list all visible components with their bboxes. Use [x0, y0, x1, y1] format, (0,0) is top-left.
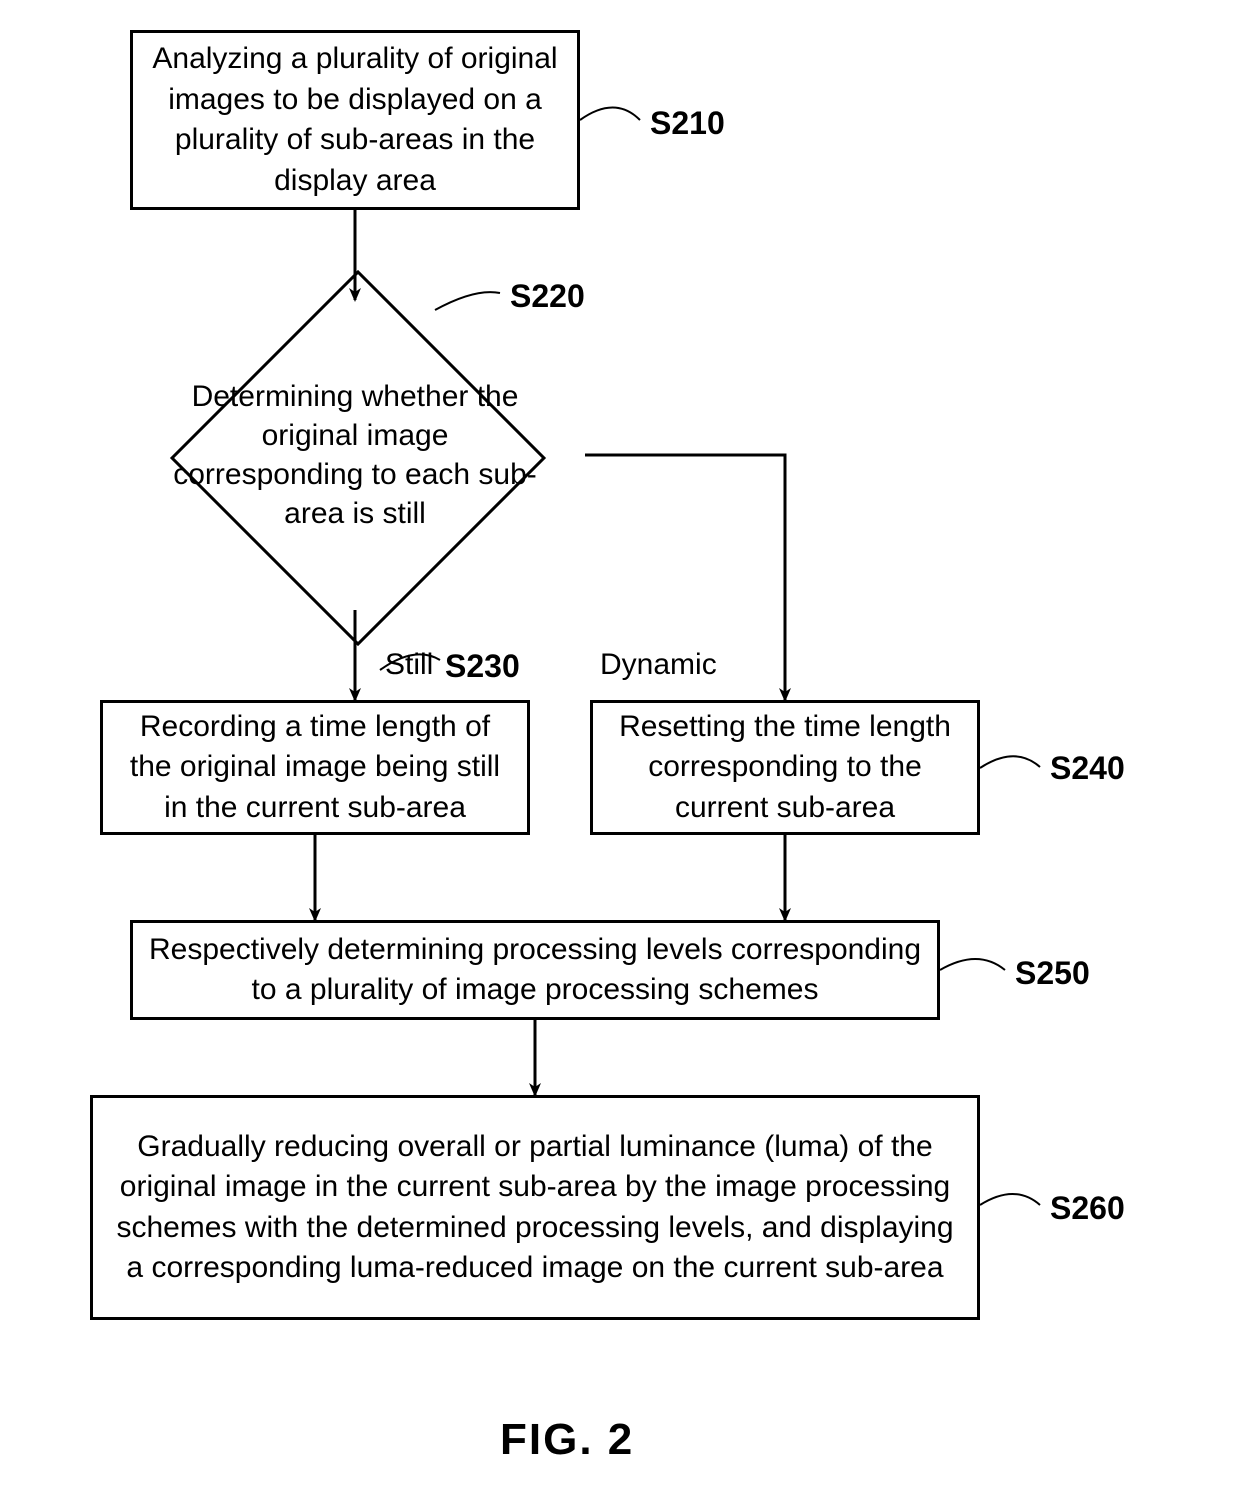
- label-s250: S250: [1015, 955, 1090, 992]
- figure-caption: FIG. 2: [500, 1415, 634, 1465]
- label-s220: S220: [510, 278, 585, 315]
- node-s260: Gradually reducing overall or partial lu…: [90, 1095, 980, 1320]
- node-s220-text-wrap: Determining whether the original image c…: [165, 350, 545, 560]
- l-s240: [980, 756, 1040, 768]
- node-s260-text: Gradually reducing overall or partial lu…: [105, 1127, 965, 1289]
- label-s230: S230: [445, 648, 520, 685]
- node-s250-text: Respectively determining processing leve…: [145, 930, 925, 1011]
- l-s250: [940, 959, 1005, 970]
- edge-label-still-text: Still: [385, 648, 433, 681]
- l-s210: [580, 108, 640, 121]
- label-s250-text: S250: [1015, 955, 1090, 991]
- flowchart-canvas: Analyzing a plurality of original images…: [0, 0, 1240, 1505]
- edge-label-dynamic: Dynamic: [600, 648, 717, 682]
- label-s260-text: S260: [1050, 1190, 1125, 1226]
- label-s210: S210: [650, 105, 725, 142]
- node-s250: Respectively determining processing leve…: [130, 920, 940, 1020]
- node-s210-text: Analyzing a plurality of original images…: [145, 39, 565, 201]
- label-s210-text: S210: [650, 105, 725, 141]
- edge-label-dynamic-text: Dynamic: [600, 648, 717, 681]
- node-s240: Resetting the time length corresponding …: [590, 700, 980, 835]
- figure-caption-text: FIG. 2: [500, 1415, 634, 1464]
- node-s220-text: Determining whether the original image c…: [165, 377, 545, 533]
- node-s220: Determining whether the original image c…: [125, 300, 585, 610]
- node-s230: Recording a time length of the original …: [100, 700, 530, 835]
- l-s260: [980, 1194, 1040, 1205]
- label-s260: S260: [1050, 1190, 1125, 1227]
- label-s240: S240: [1050, 750, 1125, 787]
- edge-label-still: Still: [385, 648, 433, 682]
- node-s210: Analyzing a plurality of original images…: [130, 30, 580, 210]
- node-s230-text: Recording a time length of the original …: [115, 707, 515, 829]
- label-s230-text: S230: [445, 648, 520, 684]
- label-s220-text: S220: [510, 278, 585, 314]
- node-s240-text: Resetting the time length corresponding …: [605, 707, 965, 829]
- label-s240-text: S240: [1050, 750, 1125, 786]
